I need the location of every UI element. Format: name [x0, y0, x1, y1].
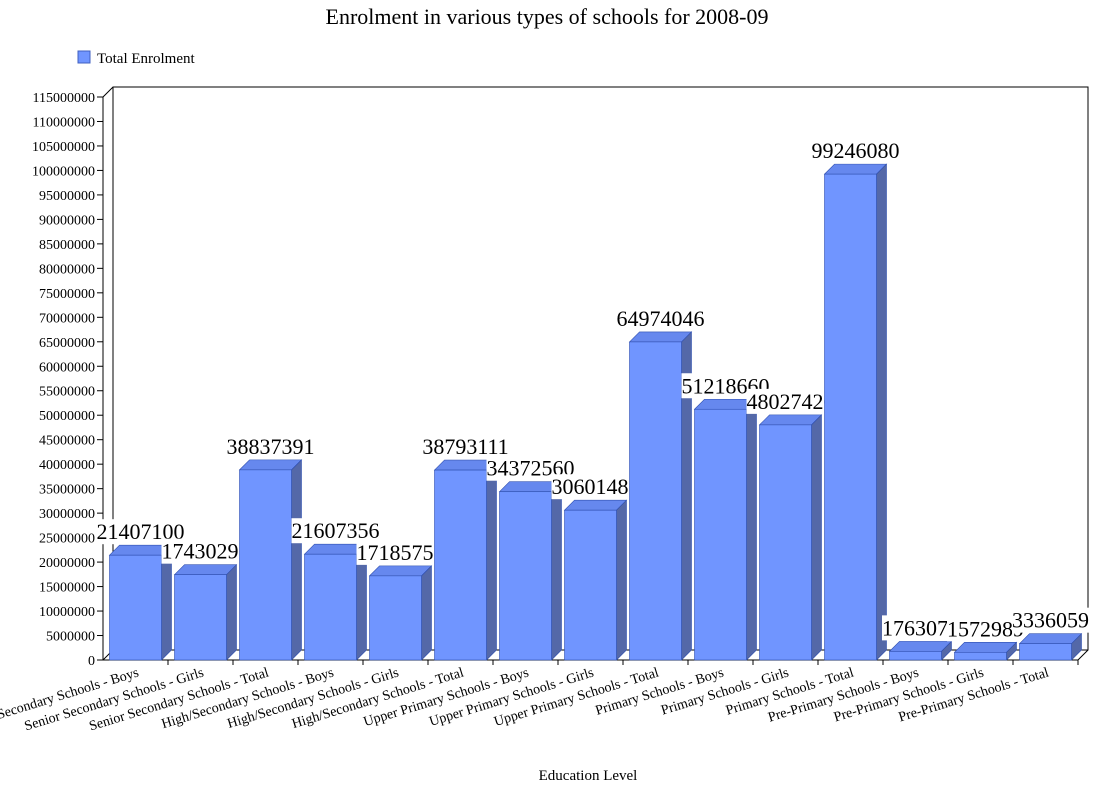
y-tick-label: 55000000 — [39, 385, 95, 400]
data-label: 3336059 — [1012, 608, 1089, 633]
bar-top — [1018, 633, 1083, 644]
data-label-bg — [811, 138, 900, 164]
y-tick-label: 65000000 — [39, 336, 95, 351]
y-tick-label: 5000000 — [46, 630, 95, 645]
bar-side — [746, 398, 757, 661]
bar-side — [421, 565, 432, 661]
data-label: 17185755 — [357, 540, 445, 565]
bar-side — [811, 414, 822, 661]
bar — [239, 469, 292, 661]
x-axis-label: Education Level — [539, 768, 638, 784]
y-tick-label: 50000000 — [39, 409, 95, 424]
bar-side — [616, 499, 627, 661]
data-label: 1763070 — [882, 615, 959, 640]
bar-top — [953, 641, 1018, 653]
y-tick-label: 20000000 — [39, 556, 95, 571]
bar-side — [226, 563, 237, 661]
y-tick-label: 90000000 — [39, 213, 95, 228]
bar — [109, 554, 162, 661]
bar — [174, 574, 227, 661]
bar-side — [291, 459, 302, 661]
bar-top — [563, 499, 628, 511]
bar-side — [551, 480, 562, 661]
data-label: 38837391 — [227, 434, 315, 459]
y-tick-label: 30000000 — [39, 507, 95, 522]
data-label-bg — [226, 433, 315, 459]
y-tick-label: 70000000 — [39, 311, 95, 326]
data-label-bg — [551, 474, 640, 500]
data-label: 1572989 — [947, 616, 1024, 641]
bar-top — [368, 565, 433, 577]
y-tick-label: 110000000 — [33, 115, 95, 130]
data-label-bg — [161, 538, 250, 564]
y-tick-label: 10000000 — [39, 605, 95, 620]
data-label: 64974046 — [617, 306, 705, 331]
bar — [499, 491, 552, 661]
bar — [1019, 643, 1072, 661]
bar — [434, 469, 487, 661]
y-tick-label: 60000000 — [39, 360, 95, 375]
data-label: 48027420 — [747, 389, 835, 414]
y-tick-label: 45000000 — [39, 434, 95, 449]
data-label: 38793111 — [422, 434, 508, 459]
y-tick-label: 25000000 — [39, 532, 95, 547]
y-tick-label: 40000000 — [39, 458, 95, 473]
y-tick-label: 15000000 — [39, 581, 95, 596]
bar — [629, 341, 682, 661]
data-label-bg — [422, 434, 509, 460]
legend-label: Total Enrolment — [97, 51, 196, 67]
bar — [369, 575, 422, 661]
data-label-bg — [616, 305, 705, 331]
y-tick-label: 105000000 — [32, 140, 95, 155]
data-label-bg — [291, 518, 380, 544]
bar-top — [173, 564, 238, 575]
bar-side — [486, 459, 497, 661]
bar — [889, 651, 942, 661]
bar-top — [758, 414, 823, 426]
legend-swatch — [77, 50, 91, 64]
y-tick-label: 115000000 — [33, 91, 95, 106]
data-label: 17430291 — [162, 539, 250, 564]
y-tick-label: 95000000 — [39, 189, 95, 204]
y-tick-label: 35000000 — [39, 483, 95, 498]
data-label-bg — [746, 388, 835, 414]
data-label: 21607356 — [292, 518, 380, 543]
bar — [954, 651, 1007, 661]
bar-top — [238, 459, 303, 471]
data-label-bg — [882, 615, 959, 641]
y-tick-label: 75000000 — [39, 287, 95, 302]
data-label-bg — [1012, 607, 1089, 633]
y-tick-label: 80000000 — [39, 262, 95, 277]
bar — [304, 553, 357, 661]
data-label: 99246080 — [812, 138, 900, 163]
chart-title: Enrolment in various types of schools fo… — [326, 4, 769, 29]
data-label-bg — [356, 539, 445, 565]
data-label-bg — [947, 616, 1024, 642]
bar-top — [628, 331, 693, 343]
bar — [694, 408, 747, 661]
bar-side — [876, 163, 887, 661]
data-label: 30601486 — [552, 474, 640, 499]
y-tick-label: 85000000 — [39, 238, 95, 253]
bar — [759, 424, 812, 661]
bar — [564, 509, 617, 661]
bar-top — [823, 163, 888, 175]
bar — [824, 173, 877, 661]
bar-top — [888, 641, 953, 652]
y-tick-label: 100000000 — [32, 164, 95, 179]
y-tick-label: 0 — [88, 654, 95, 669]
